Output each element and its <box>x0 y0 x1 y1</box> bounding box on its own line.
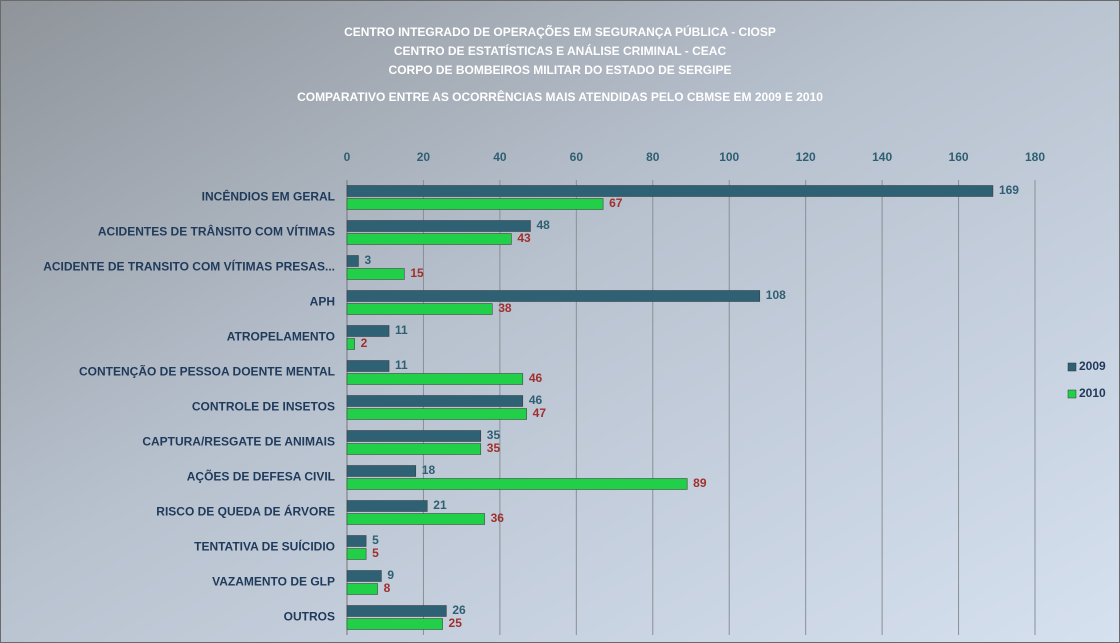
data-label: 43 <box>517 231 531 245</box>
bar <box>346 535 367 547</box>
x-tick-label: 60 <box>570 150 584 164</box>
chart-title: COMPARATIVO ENTRE AS OCORRÊNCIAS MAIS AT… <box>297 89 823 104</box>
bar <box>346 500 428 512</box>
x-tick-label: 80 <box>646 150 660 164</box>
data-label: 35 <box>487 428 501 442</box>
data-label: 26 <box>452 603 466 617</box>
bar <box>346 303 493 315</box>
y-tick-label: VAZAMENTO DE GLP <box>212 575 335 589</box>
data-label: 46 <box>529 393 543 407</box>
bar <box>346 233 512 245</box>
x-tick-label: 120 <box>796 150 816 164</box>
bar <box>346 325 390 337</box>
bar <box>346 443 482 455</box>
chart-title: CENTRO DE ESTATÍSTICAS E ANÁLISE CRIMINA… <box>394 43 727 58</box>
data-label: 15 <box>410 266 424 280</box>
y-tick-label: RISCO DE QUEDA DE ÁRVORE <box>156 504 335 519</box>
bar <box>346 338 355 350</box>
bar <box>346 290 761 302</box>
legend-label: 2009 <box>1079 359 1106 373</box>
bar <box>346 465 417 477</box>
bar <box>346 255 359 267</box>
x-tick-label: 0 <box>344 150 351 164</box>
y-tick-label: INCÊNDIOS EM GERAL <box>202 189 335 204</box>
y-tick-label: ACIDENTE DE TRANSITO COM VÍTIMAS PRESAS.… <box>43 259 335 274</box>
x-tick-label: 160 <box>949 150 969 164</box>
bar <box>346 198 604 210</box>
legend-swatch <box>1067 389 1077 399</box>
bar <box>346 373 524 385</box>
bar <box>346 220 531 232</box>
legend-label: 2010 <box>1079 386 1106 400</box>
bar <box>346 583 378 595</box>
legend-swatch <box>1067 362 1077 372</box>
bar <box>346 548 367 560</box>
bar <box>346 605 447 617</box>
x-tick-label: 100 <box>719 150 739 164</box>
data-label: 3 <box>364 253 371 267</box>
chart-title: CENTRO INTEGRADO DE OPERAÇÕES EM SEGURAN… <box>344 24 776 39</box>
data-label: 2 <box>361 336 368 350</box>
bar <box>346 513 485 525</box>
x-tick-label: 140 <box>872 150 892 164</box>
data-label: 5 <box>372 533 379 547</box>
bar <box>346 478 688 490</box>
bar <box>346 408 527 420</box>
data-label: 35 <box>487 441 501 455</box>
data-label: 38 <box>498 301 512 315</box>
bar <box>346 268 405 280</box>
data-label: 48 <box>536 218 550 232</box>
x-tick-label: 180 <box>1025 150 1045 164</box>
data-label: 8 <box>384 581 391 595</box>
data-label: 46 <box>529 371 543 385</box>
bar <box>346 395 524 407</box>
data-label: 25 <box>449 616 463 630</box>
y-tick-label: ACIDENTES DE TRÂNSITO COM VÍTIMAS <box>98 224 335 239</box>
data-label: 89 <box>693 476 707 490</box>
y-tick-label: CONTENÇÃO DE PESSOA DOENTE MENTAL <box>79 364 335 379</box>
y-tick-label: ATROPELAMENTO <box>227 330 335 344</box>
data-label: 5 <box>372 546 379 560</box>
data-label: 108 <box>766 288 786 302</box>
y-tick-label: OUTROS <box>284 610 335 624</box>
bar <box>346 570 382 582</box>
bar <box>346 185 994 197</box>
data-label: 11 <box>395 323 408 337</box>
data-label: 67 <box>609 196 623 210</box>
y-tick-label: CONTROLE DE INSETOS <box>192 400 335 414</box>
y-tick-label: AÇÕES DE DEFESA CIVIL <box>187 469 335 484</box>
bar <box>346 430 482 442</box>
chart-title: CORPO DE BOMBEIROS MILITAR DO ESTADO DE … <box>389 63 732 77</box>
data-label: 47 <box>533 406 547 420</box>
data-label: 18 <box>422 463 436 477</box>
y-tick-label: APH <box>310 295 335 309</box>
bar <box>346 618 443 630</box>
y-tick-label: CAPTURA/RESGATE DE ANIMAIS <box>142 435 335 449</box>
x-tick-label: 40 <box>493 150 507 164</box>
data-label: 21 <box>433 498 447 512</box>
data-label: 36 <box>491 511 505 525</box>
y-tick-label: TENTATIVA DE SUÍCIDIO <box>194 539 335 554</box>
data-label: 11 <box>395 358 408 372</box>
data-label: 9 <box>387 568 394 582</box>
bar <box>346 360 390 372</box>
x-tick-label: 20 <box>417 150 431 164</box>
data-label: 169 <box>999 183 1019 197</box>
